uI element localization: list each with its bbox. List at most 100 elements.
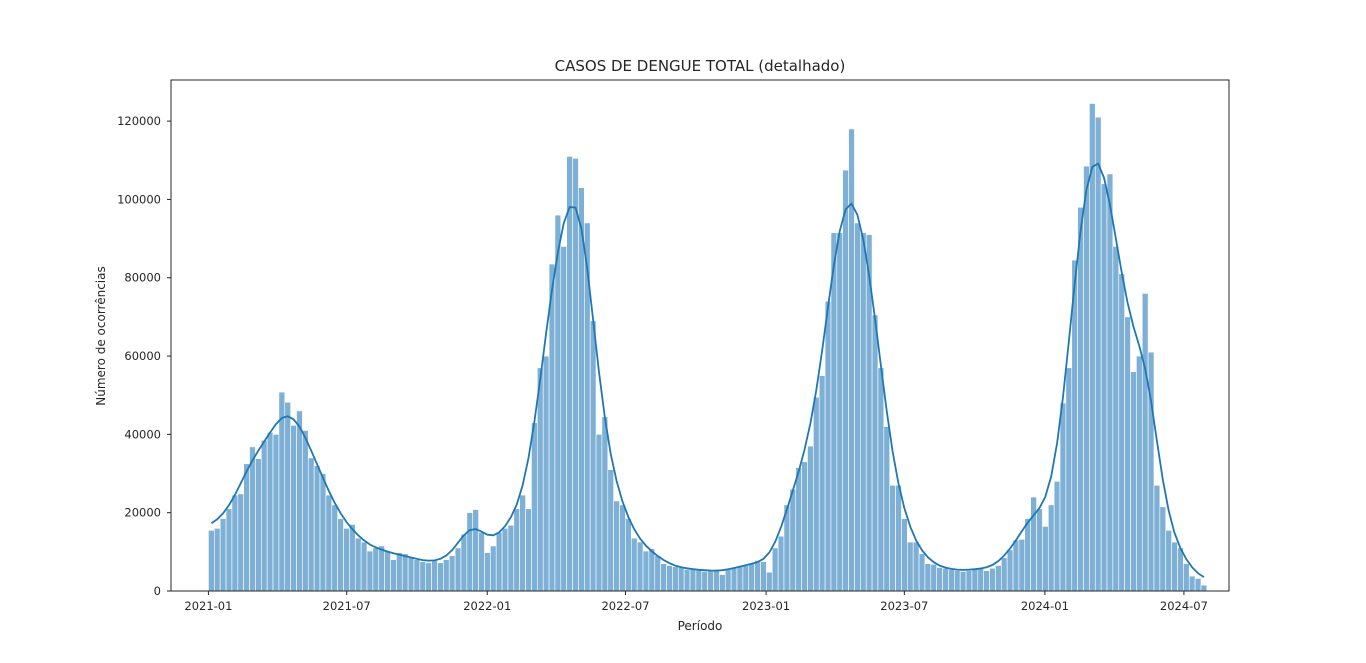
histogram-bar <box>1059 402 1067 592</box>
histogram-bar <box>278 391 286 592</box>
histogram-bar <box>1153 484 1161 592</box>
histogram-bar <box>954 570 961 592</box>
y-tick-label: 80000 <box>124 271 161 285</box>
histogram-bar <box>390 559 397 592</box>
histogram-bar <box>249 446 256 592</box>
histogram-bar <box>284 401 291 592</box>
histogram-bar <box>766 571 773 592</box>
histogram-bar <box>260 439 268 592</box>
histogram-bar <box>1194 578 1202 592</box>
histogram-bar <box>360 541 368 592</box>
histogram-bar <box>537 367 544 592</box>
histogram-bar <box>854 222 861 592</box>
histogram-bar <box>707 569 714 592</box>
histogram-bar <box>907 541 914 592</box>
histogram-bar <box>760 561 767 592</box>
x-tick-label: 2021-07 <box>323 599 371 613</box>
histogram-bar <box>542 355 550 592</box>
histogram-bar <box>719 574 726 592</box>
histogram-bar <box>396 552 403 592</box>
histogram-bar <box>965 570 973 592</box>
histogram-bar <box>977 567 984 592</box>
histogram-bar <box>1106 173 1114 592</box>
histogram-bar <box>836 232 844 592</box>
histogram-bar <box>266 432 274 592</box>
y-tick-label: 20000 <box>124 506 161 520</box>
histogram-bar <box>1047 504 1055 592</box>
histogram-bar <box>214 528 221 592</box>
histogram-bar <box>895 484 902 592</box>
histogram-bar <box>566 156 573 592</box>
histogram-bar <box>1018 539 1026 592</box>
histogram-bar <box>789 488 797 592</box>
histogram-bar <box>754 560 761 592</box>
histogram-bar <box>1000 557 1008 592</box>
histogram-bar <box>1024 518 1031 592</box>
histogram-bar <box>648 548 656 592</box>
histogram-bar <box>742 565 750 592</box>
histogram-bar <box>495 531 503 592</box>
y-axis-ticks: 0 20000 40000 60000 80000 100000 120000 <box>117 114 171 598</box>
histogram-bar <box>660 563 667 592</box>
histogram-bar <box>595 434 603 592</box>
histogram-bar <box>255 458 262 592</box>
histogram-bar <box>1188 575 1196 592</box>
histogram-bar <box>454 547 462 592</box>
histogram-bar <box>672 566 679 592</box>
histogram-bar <box>531 422 538 592</box>
histogram-bar <box>777 535 785 592</box>
histogram-bar <box>290 425 297 592</box>
y-tick-label: 0 <box>154 584 161 598</box>
histogram-bar <box>378 545 385 592</box>
y-tick-label: 40000 <box>124 427 161 441</box>
histogram-bar <box>349 524 356 592</box>
histogram-bar <box>860 232 867 592</box>
histogram-bar <box>666 565 673 592</box>
histogram-bar <box>337 518 344 592</box>
histogram-bar <box>1094 116 1102 592</box>
histogram-bar <box>1183 563 1190 592</box>
histogram-bar <box>519 494 526 592</box>
histogram-bar <box>466 512 474 592</box>
histogram-bar <box>730 567 738 592</box>
histogram-bar <box>695 569 703 592</box>
histogram-bar <box>478 531 485 592</box>
x-tick-label: 2024-07 <box>1160 599 1208 613</box>
histogram-bar <box>1036 508 1043 592</box>
y-tick-label: 100000 <box>117 192 161 206</box>
histogram-bar <box>971 567 979 592</box>
histogram-bar <box>331 504 338 592</box>
histogram-bar <box>431 560 438 592</box>
histogram-bar <box>1077 206 1084 592</box>
x-tick-label: 2023-01 <box>742 599 790 613</box>
histogram-bars <box>208 103 1208 592</box>
x-tick-label: 2024-01 <box>1021 599 1069 613</box>
histogram-bar <box>1141 293 1149 592</box>
histogram-bar <box>354 537 362 592</box>
histogram-bar <box>959 571 967 592</box>
histogram-bar <box>237 493 244 592</box>
histogram-bar <box>225 508 233 592</box>
histogram-bar <box>995 565 1002 592</box>
histogram-bar <box>219 518 227 592</box>
x-tick-label: 2022-01 <box>463 599 511 613</box>
histogram-bar <box>1130 371 1137 592</box>
histogram-bar <box>824 300 832 592</box>
histogram-bar <box>654 555 661 592</box>
histogram-bar <box>1136 355 1143 592</box>
histogram-bar <box>642 550 650 592</box>
histogram-bar <box>942 567 949 592</box>
histogram-bar <box>989 567 996 592</box>
histogram-bar <box>807 445 814 592</box>
histogram-bar <box>724 569 732 592</box>
histogram-bar <box>1030 496 1037 592</box>
histogram-bar <box>795 467 802 592</box>
histogram-bar <box>401 553 409 592</box>
histogram-bar <box>889 484 896 592</box>
histogram-bar <box>924 563 932 592</box>
histogram-bar <box>842 169 849 592</box>
histogram-bar <box>272 434 280 592</box>
histogram-bar <box>636 541 644 592</box>
histogram-bar <box>243 463 250 592</box>
histogram-bar <box>901 518 908 592</box>
